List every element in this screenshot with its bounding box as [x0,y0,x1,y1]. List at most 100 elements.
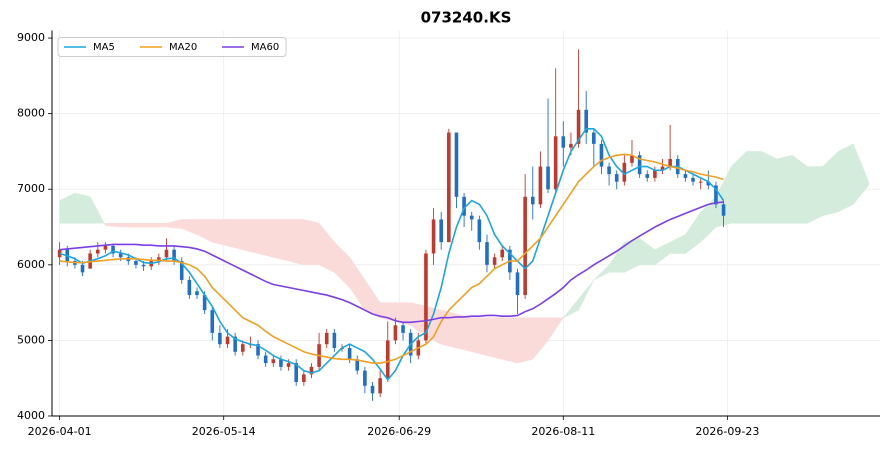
candle-body [134,261,138,265]
cloud-segment [303,219,320,266]
candle-body [477,219,482,243]
candle-body [454,132,459,197]
cloud-segment [791,154,808,224]
candle-body [95,249,100,254]
candle-body [393,325,398,341]
candle-body [485,242,489,265]
candle-body [469,215,474,220]
cloud-segment [181,219,198,235]
cloud-segment [212,219,228,247]
candle-body [714,185,718,205]
cloud-segment [242,219,259,254]
cloud-segment [227,219,244,251]
cloud-segment [59,192,76,224]
candle-body [385,340,390,379]
candle-body [546,166,550,190]
chart-title: 073240.KS [421,9,512,27]
candle-body [271,359,276,364]
candle-body [538,166,543,205]
cloud-segment [486,317,503,360]
candle-body [645,174,650,178]
candle-body [653,170,657,178]
candle-body [691,177,695,182]
candle-body [256,344,260,356]
y-tick-label: 7000 [17,182,45,195]
candle-body [347,347,352,360]
cloud-segment [547,317,564,342]
candle-body [462,196,466,216]
candle-body [118,253,123,258]
cloud-segment [532,317,549,361]
candle-body [500,249,505,258]
cloud-segment [685,211,701,254]
candle-body [530,196,535,205]
candle-body [569,143,573,148]
candle-body [195,291,199,296]
cloud-segment [501,317,518,364]
legend-label: MA20 [169,42,197,53]
cloud-segment [593,264,610,281]
candle-body [683,174,688,178]
x-tick-label: 2026-04-01 [28,425,92,438]
candle-body [637,155,642,175]
candle-body [355,359,360,371]
y-tick-label: 9000 [17,31,45,44]
cloud-segment [120,223,137,228]
cloud-segment [410,302,427,338]
cloud-segment [440,309,457,349]
cloud-segment [89,196,106,226]
cloud-segment [730,150,747,224]
candle-body [286,363,291,367]
candle-body [263,355,268,364]
candle-body [164,249,169,258]
candle-body [721,204,726,216]
candle-body [370,385,375,394]
candle-body [622,162,627,182]
cloud-segment [853,143,869,206]
candle-body [172,249,176,262]
cloud-segment [334,241,350,289]
candle-body [218,332,222,345]
candle-body [401,325,405,333]
candle-body [584,109,588,133]
cloud-segment [150,223,167,228]
y-tick-label: 4000 [17,409,45,422]
cloud-segment [257,219,274,258]
candle-body [607,166,611,175]
legend-label: MA60 [251,42,279,53]
cloud-segment [639,237,656,266]
legend: MA5 MA20 MA60 [57,37,287,57]
cloud-segment [318,222,335,273]
cloud-segment [578,279,595,311]
candle-body [279,359,283,367]
cloud-segment [517,317,534,364]
candle-body [576,109,581,144]
candle-body [302,374,306,382]
candle-body [378,378,382,394]
candle-body [599,143,604,167]
candle-body [424,253,428,341]
candle-body [431,219,436,254]
candle-body [103,245,108,250]
candle-body [706,181,711,186]
y-tick-label: 8000 [17,107,45,120]
candle-body [210,310,215,333]
cloud-segment [471,317,488,356]
cloud [59,143,869,364]
cloud-segment [273,219,289,262]
candle-body [233,336,237,352]
cloud-segment [761,151,778,224]
cloud-segment [822,150,839,217]
ma-line [59,127,725,382]
candle-body [492,257,497,265]
candle-body [553,136,558,190]
cloud-segment [563,298,579,318]
x-tick-label: 2026-06-29 [367,425,431,438]
cloud-segment [654,241,671,266]
candle-body [141,264,146,267]
cloud-segment [288,219,305,266]
candle-body [515,272,520,296]
candle-body [202,295,207,311]
candle-body [187,279,192,296]
x-tick-label: 2026-09-23 [695,425,759,438]
